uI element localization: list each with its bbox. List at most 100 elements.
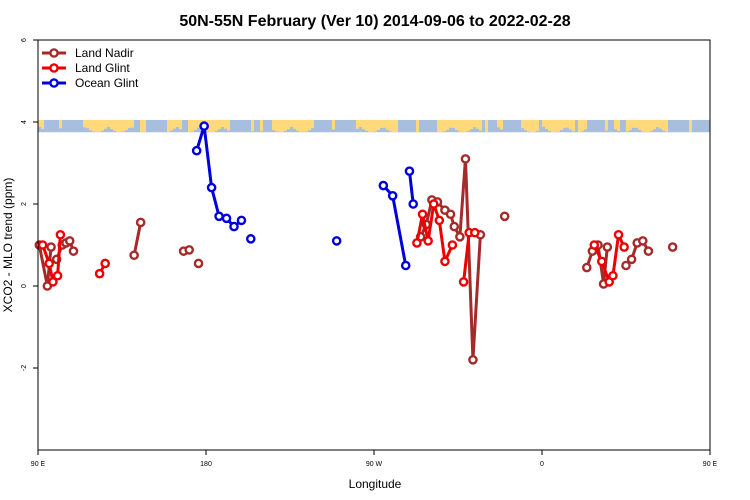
legend-item: Land Nadir <box>42 46 134 60</box>
data-point <box>387 190 398 201</box>
data-point <box>602 242 613 252</box>
mask-land <box>626 119 629 132</box>
mask-land <box>455 119 458 131</box>
legend-item: Land Glint <box>42 61 130 75</box>
mask-land <box>83 119 86 128</box>
mask-land <box>89 119 92 131</box>
mask-land <box>194 119 197 130</box>
mask-land <box>638 119 641 130</box>
mask-land <box>569 119 572 130</box>
land-mask-band <box>38 119 710 133</box>
data-point <box>68 246 79 256</box>
mask-land <box>290 119 293 127</box>
data-point <box>48 277 58 287</box>
series-line <box>132 222 143 256</box>
mask-land <box>98 119 101 132</box>
mask-land <box>101 119 104 131</box>
data-point <box>184 245 194 255</box>
mask-land <box>356 119 359 129</box>
mask-land <box>107 119 110 127</box>
legend-swatch-marker <box>49 78 59 88</box>
legend-item: Ocean Glint <box>42 76 139 90</box>
mask-land <box>59 119 62 129</box>
data-point <box>404 166 415 176</box>
data-point <box>434 215 445 226</box>
mask-land <box>554 119 557 133</box>
mask-land <box>521 119 524 129</box>
data-point <box>445 209 456 220</box>
mask-land <box>92 119 95 132</box>
mask-land <box>140 119 143 133</box>
data-point <box>135 217 146 228</box>
mask-land <box>287 119 290 129</box>
data-point <box>214 211 224 222</box>
x-axis: 90 E 180 90 W 0 90 E <box>31 450 718 468</box>
data-point <box>460 154 471 164</box>
series-land-glint <box>37 199 629 287</box>
data-point <box>193 258 204 269</box>
data-point <box>94 268 105 279</box>
mask-land <box>452 119 455 128</box>
data-point <box>440 256 450 267</box>
mask-land <box>380 119 383 128</box>
data-point <box>100 258 110 269</box>
data-point <box>191 145 202 156</box>
mask-land <box>113 119 116 131</box>
mask-land <box>389 119 392 132</box>
data-point <box>129 250 139 261</box>
data-point <box>589 240 600 250</box>
data-point <box>331 236 342 246</box>
mask-land <box>377 119 380 131</box>
mask-land <box>446 119 449 130</box>
mask-land <box>284 119 287 131</box>
mask-land <box>221 119 224 127</box>
mask-land <box>659 119 662 129</box>
mask-land <box>95 119 98 133</box>
mask-land <box>665 119 668 132</box>
mask-land <box>641 119 644 132</box>
mask-land <box>614 119 617 130</box>
mask-land <box>359 119 362 127</box>
mask-land <box>581 119 584 132</box>
mask-land <box>293 119 296 129</box>
mask-land <box>371 119 374 133</box>
mask-land <box>545 119 548 129</box>
mask-land <box>209 119 212 133</box>
data-point <box>613 229 624 240</box>
mask-land <box>527 119 530 132</box>
mask-land <box>296 119 299 131</box>
mask-land <box>497 119 500 128</box>
data-point <box>52 270 63 281</box>
data-point <box>638 236 648 246</box>
mask-land <box>86 119 89 129</box>
data-point <box>206 182 217 193</box>
legend-label: Ocean Glint <box>75 76 139 90</box>
data-point <box>449 221 460 232</box>
mask-land <box>299 119 302 132</box>
mask-land <box>38 119 41 127</box>
mask-land <box>635 119 638 128</box>
data-point <box>428 199 439 209</box>
data-point <box>455 231 465 242</box>
mask-land <box>212 119 215 133</box>
mask-land <box>470 119 473 130</box>
mask-land <box>365 119 368 131</box>
series-line <box>195 124 243 229</box>
mask-land <box>218 119 221 130</box>
x-tick-label: 90 W <box>366 461 383 468</box>
mask-land <box>479 119 482 131</box>
y-tick-label: 0 <box>21 284 28 288</box>
mask-land <box>548 119 551 131</box>
data-point <box>229 221 239 232</box>
mask-land <box>605 119 608 131</box>
mask-land <box>653 119 656 130</box>
mask-land <box>272 119 275 131</box>
data-point <box>499 211 510 222</box>
x-tick-label: 90 E <box>703 461 718 468</box>
data-point <box>378 180 389 191</box>
mask-land <box>647 119 650 133</box>
mask-land <box>533 119 536 132</box>
mask-land <box>215 119 218 131</box>
mask-land <box>173 119 176 129</box>
mask-land <box>530 119 533 133</box>
